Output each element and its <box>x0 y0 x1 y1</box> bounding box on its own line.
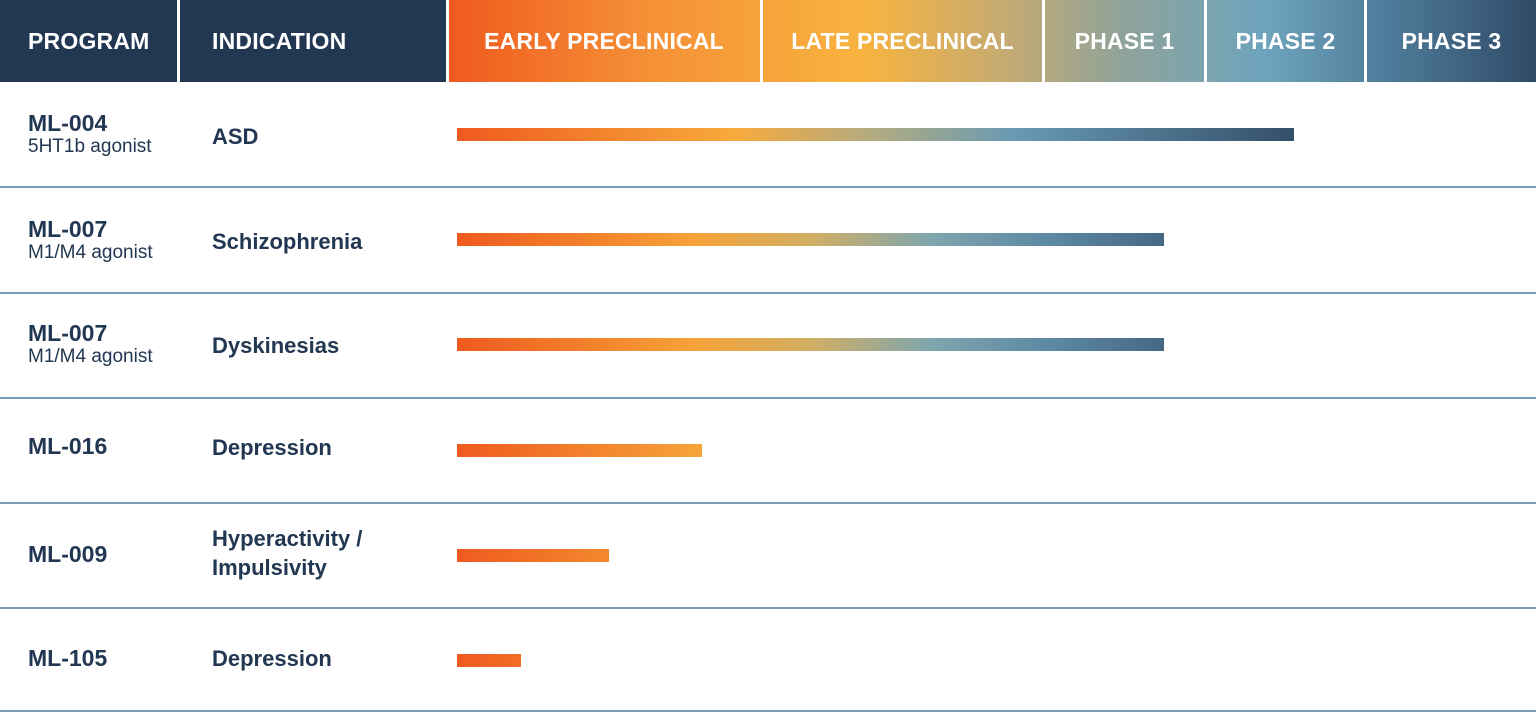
pipeline-row: ML-007 M1/M4 agonist Dyskinesias <box>0 293 1536 399</box>
program-name: ML-007 <box>28 216 108 242</box>
program-mechanism: 5HT1b agonist <box>28 136 152 157</box>
header-separator <box>1364 0 1367 82</box>
row-divider <box>0 607 1536 609</box>
program-cell: ML-007 M1/M4 agonist <box>28 216 153 264</box>
stage-label: EARLY PRECLINICAL <box>484 27 724 54</box>
header-stage-early-preclinical: EARLY PRECLINICAL <box>448 0 760 82</box>
stage-gradient <box>448 0 1536 82</box>
pipeline-row: ML-009 Hyperactivity / Impulsivity <box>0 503 1536 609</box>
header-separator <box>760 0 763 82</box>
pipeline-header: PROGRAM INDICATION EARLY PRECLINICAL LAT… <box>0 0 1536 82</box>
header-separator <box>1042 0 1045 82</box>
header-stage-late-preclinical: LATE PRECLINICAL <box>763 0 1042 82</box>
program-cell: ML-004 5HT1b agonist <box>28 110 152 158</box>
header-stage-phase-3: PHASE 3 <box>1367 0 1536 82</box>
progress-bar <box>457 128 1294 141</box>
indication-label: Depression <box>212 435 332 460</box>
progress-bar <box>457 654 521 667</box>
indication-label: Depression <box>212 646 332 671</box>
progress-bar <box>457 549 609 562</box>
program-name: ML-007 <box>28 320 108 346</box>
header-stage-phase-1: PHASE 1 <box>1045 0 1204 82</box>
program-name: ML-009 <box>28 541 108 567</box>
row-divider <box>0 397 1536 399</box>
pipeline-row: ML-105 Depression <box>0 608 1536 713</box>
stage-label: LATE PRECLINICAL <box>791 27 1014 54</box>
progress-bar <box>457 233 1164 246</box>
indication-label: ASD <box>212 124 259 149</box>
program-cell: ML-007 M1/M4 agonist <box>28 320 153 368</box>
program-name: ML-105 <box>28 645 108 671</box>
pipeline-row: ML-007 M1/M4 agonist Schizophrenia <box>0 188 1536 294</box>
program-name: ML-004 <box>28 110 108 136</box>
indication-label: Hyperactivity / Impulsivity <box>212 526 363 580</box>
row-divider <box>0 186 1536 188</box>
program-cell: ML-105 <box>28 645 107 671</box>
header-separator <box>1204 0 1207 82</box>
indication-label: Schizophrenia <box>212 229 363 254</box>
program-cell: ML-009 <box>28 541 107 567</box>
row-divider <box>0 502 1536 504</box>
pipeline-row: ML-016 Depression <box>0 398 1536 504</box>
stage-label: PHASE 2 <box>1235 27 1336 54</box>
progress-bar <box>457 444 703 457</box>
progress-bar <box>457 338 1164 351</box>
header-program: PROGRAM <box>0 0 178 82</box>
header-separator <box>446 0 449 82</box>
header-separator <box>177 0 180 82</box>
header-indication-label: INDICATION <box>212 27 347 54</box>
header-indication: INDICATION <box>180 0 446 82</box>
stage-label: PHASE 1 <box>1074 27 1175 54</box>
header-program-label: PROGRAM <box>28 27 150 54</box>
program-mechanism: M1/M4 agonist <box>28 242 153 263</box>
row-divider <box>0 710 1536 712</box>
program-name: ML-016 <box>28 433 108 459</box>
header-stage-phase-2: PHASE 2 <box>1207 0 1364 82</box>
indication-label: Dyskinesias <box>212 333 340 358</box>
pipeline-row: ML-004 5HT1b agonist ASD <box>0 82 1536 188</box>
row-divider <box>0 292 1536 294</box>
program-mechanism: M1/M4 agonist <box>28 346 153 367</box>
program-cell: ML-016 <box>28 433 107 459</box>
stage-label: PHASE 3 <box>1401 27 1502 54</box>
